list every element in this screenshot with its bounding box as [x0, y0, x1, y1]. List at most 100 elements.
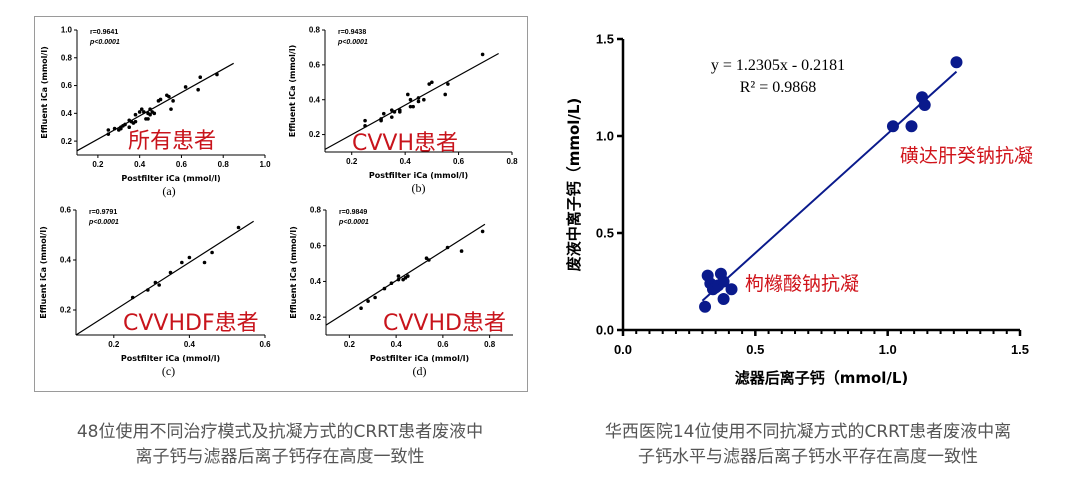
data-point	[379, 117, 383, 121]
data-point	[381, 111, 386, 116]
data-point	[142, 110, 146, 114]
y-axis-label: Effluent iCa (mmol/l)	[289, 226, 298, 319]
regression-line	[324, 53, 499, 150]
y-tick-label: 0.4	[60, 256, 72, 265]
x-tick-label: 0.6	[437, 340, 449, 349]
y-tick-label: 0.8	[310, 206, 322, 215]
panel-label: (c)	[162, 364, 175, 378]
left-panel-frame	[34, 16, 528, 392]
data-point	[416, 96, 421, 100]
data-point	[148, 112, 152, 117]
y-tick-label: 0.4	[61, 109, 73, 118]
left-caption: 48位使用不同治疗模式及抗凝方式的CRRT患者废液中 离子钙与滤器后离子钙存在高…	[20, 420, 540, 470]
x-tick-label: 0.0	[614, 342, 632, 357]
x-tick-label: 0.6	[453, 157, 465, 166]
data-point	[886, 120, 899, 133]
data-point	[202, 260, 207, 265]
data-point	[146, 117, 150, 121]
y-tick-label: 0.6	[60, 206, 72, 215]
right-caption-line1: 华西医院14位使用不同抗凝方式的CRRT患者废液中离	[604, 422, 1012, 442]
y-tick-label: 0.2	[60, 306, 72, 315]
y-tick-label: 1.0	[596, 128, 614, 143]
data-point	[137, 110, 142, 114]
data-point	[215, 72, 219, 77]
data-point	[445, 245, 450, 250]
p-value: p<0.0001	[88, 219, 119, 226]
right-caption: 华西医院14位使用不同抗凝方式的CRRT患者废液中离 子钙水平与滤器后离子钙水平…	[548, 420, 1068, 470]
y-tick-label: 0.8	[61, 53, 73, 62]
y-axis-label: Effluent iCa (mmol/l)	[39, 226, 48, 319]
y-axis-label: Effluent iCa (mmol/l)	[40, 46, 49, 139]
data-point	[389, 115, 394, 119]
x-tick-label: 1.0	[259, 160, 271, 169]
left-caption-line2: 离子钙与滤器后离子钙存在高度一致性	[135, 447, 425, 467]
y-axis-label: Effluent iCa (mmol/l)	[288, 45, 297, 138]
data-point	[430, 80, 434, 85]
x-tick-label: 0.6	[259, 340, 271, 349]
data-point	[119, 126, 123, 131]
y-tick-label: 1.0	[61, 26, 73, 35]
data-point	[210, 250, 214, 255]
y-tick-label: 0.6	[309, 61, 321, 70]
data-point	[112, 126, 117, 131]
data-point	[396, 277, 401, 282]
y-tick-label: 0.4	[310, 277, 322, 286]
data-point	[427, 82, 431, 86]
data-point	[408, 97, 413, 102]
group-annotation: CVVH患者	[352, 131, 458, 156]
regression-line	[75, 220, 254, 336]
r-value: r=0.9849	[339, 209, 367, 216]
x-tick-label: 0.4	[391, 340, 403, 349]
data-point	[408, 104, 413, 109]
data-point	[187, 255, 192, 260]
data-point	[106, 128, 111, 132]
data-point	[359, 306, 363, 311]
data-point	[106, 132, 111, 136]
data-point	[416, 99, 421, 104]
x-tick-label: 0.2	[344, 340, 356, 349]
data-point	[198, 75, 203, 80]
data-point	[392, 110, 397, 114]
data-point	[443, 92, 448, 97]
x-axis-label: Postfilter iCa (mmol/l)	[370, 354, 469, 363]
data-point	[153, 280, 158, 285]
regression-line	[76, 62, 234, 152]
x-axis-label: Postfilter iCa (mmol/l)	[121, 354, 220, 363]
data-point	[363, 118, 367, 123]
data-point	[422, 97, 426, 102]
left-caption-line1: 48位使用不同治疗模式及抗凝方式的CRRT患者废液中	[76, 422, 484, 442]
x-tick-label: 1.5	[1011, 342, 1029, 357]
p-value: p<0.0001	[337, 39, 368, 46]
x-tick-label: 0.4	[134, 160, 146, 169]
group-annotation: CVVHD患者	[383, 311, 506, 336]
data-point	[480, 52, 485, 57]
x-tick-label: 0.4	[184, 340, 196, 349]
data-point	[196, 87, 200, 92]
citrate-annotation: 枸橼酸钠抗凝	[745, 273, 859, 295]
x-axis-label: Postfilter iCa (mmol/l)	[369, 171, 468, 180]
p-value: p<0.0001	[338, 219, 369, 226]
data-point	[905, 120, 918, 133]
data-point	[139, 107, 144, 111]
group-annotation: 所有患者	[128, 129, 216, 154]
panel-label: (b)	[412, 181, 426, 195]
data-point	[133, 119, 138, 124]
regression-equation: y = 1.2305x - 0.2181	[711, 57, 845, 74]
y-tick-label: 1.5	[596, 31, 614, 46]
group-annotation: CVVHDF患者	[123, 311, 259, 336]
data-point	[480, 229, 485, 234]
data-point	[398, 110, 402, 114]
y-tick-label: 0.0	[596, 322, 614, 337]
y-tick-label: 0.6	[61, 81, 73, 90]
data-point	[389, 281, 394, 286]
data-point	[717, 292, 730, 305]
r-value: r=0.9438	[338, 29, 366, 36]
data-point	[180, 260, 184, 265]
regression-line	[325, 223, 486, 326]
panel-label: (d)	[413, 364, 427, 378]
data-point	[146, 288, 150, 292]
x-tick-label: 0.4	[400, 157, 412, 166]
x-tick-label: 0.8	[506, 157, 518, 166]
regression-line	[701, 70, 958, 302]
right-caption-line2: 子钙水平与滤器后离子钙水平存在高度一致性	[638, 447, 978, 467]
